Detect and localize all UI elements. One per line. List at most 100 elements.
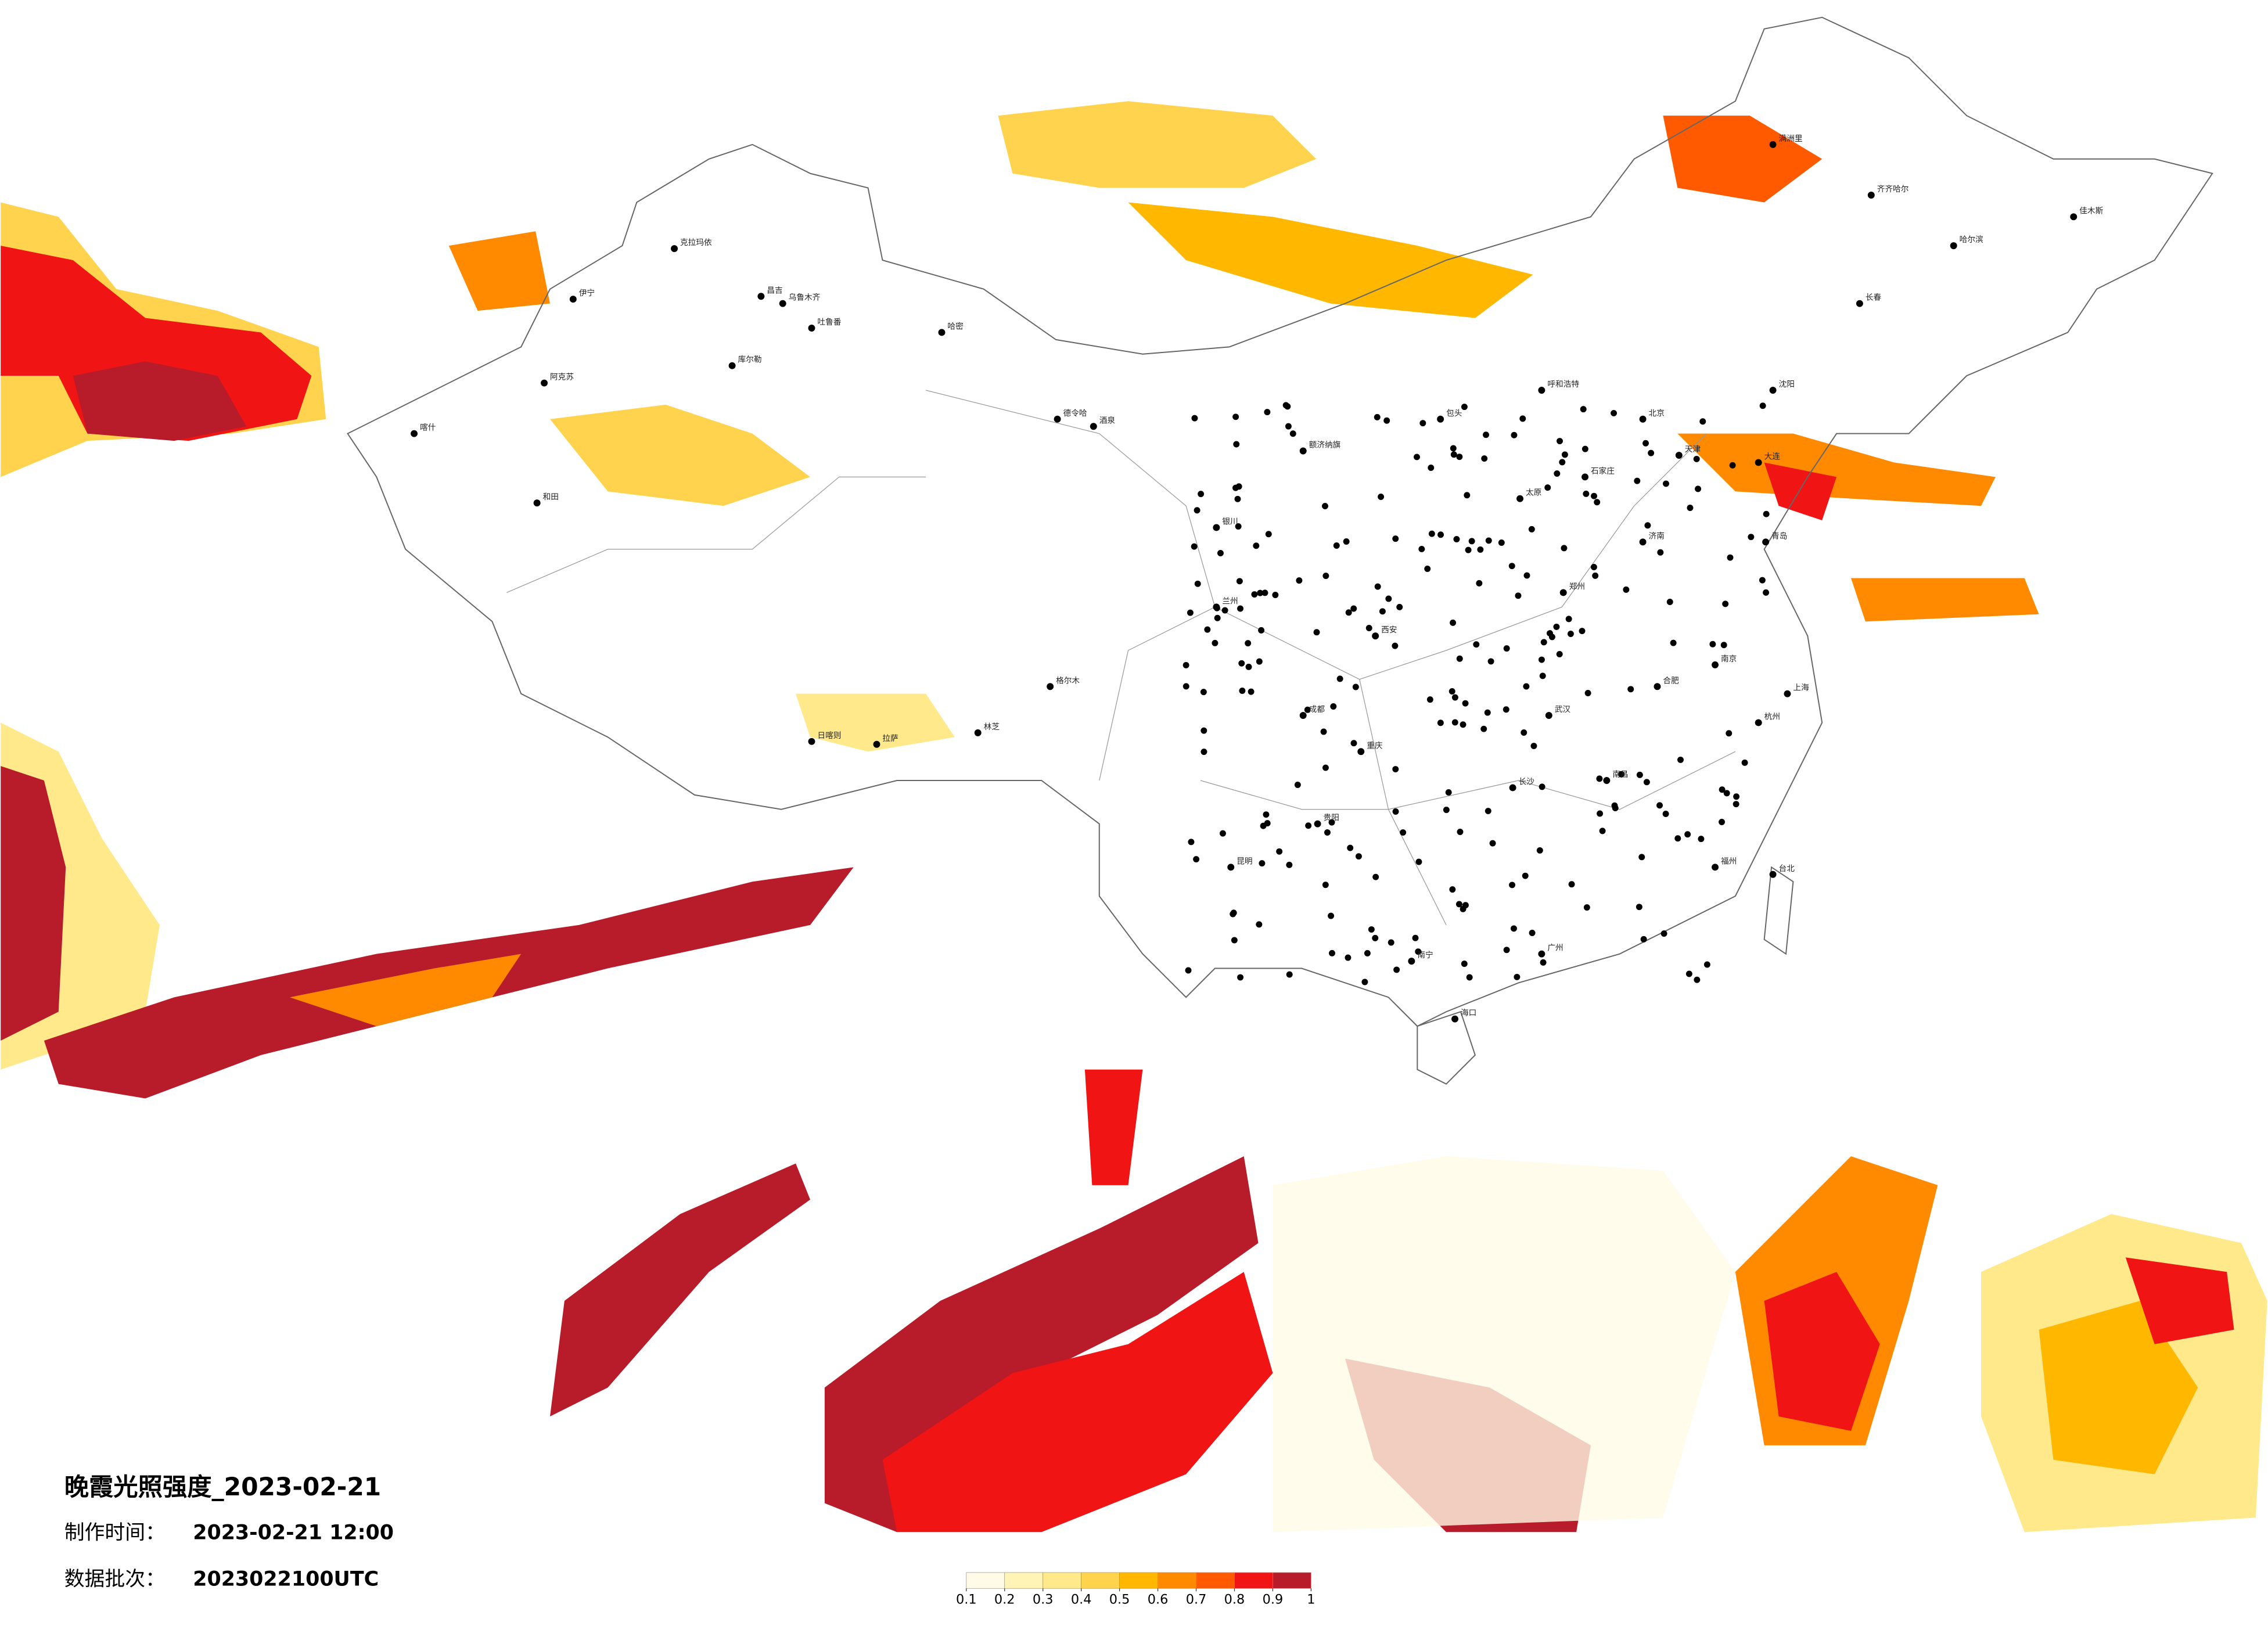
city-dot	[1238, 660, 1245, 667]
city-dot	[1437, 415, 1444, 423]
city-dot	[1285, 423, 1292, 430]
city-dot	[1485, 537, 1492, 544]
city-dot	[1636, 904, 1642, 911]
intensity-field	[1, 101, 2267, 1533]
city-dot	[1729, 462, 1736, 469]
city-dot	[1503, 645, 1510, 652]
field	[289, 954, 522, 1027]
city-dot	[1378, 494, 1385, 500]
city-dot	[1259, 860, 1266, 867]
city-dot	[1261, 589, 1268, 596]
city-dot	[1276, 848, 1283, 855]
city-dot	[1345, 609, 1352, 616]
city-dot	[1408, 958, 1415, 965]
city-dot	[1484, 709, 1491, 716]
city-dot	[1582, 445, 1588, 452]
city-label: 齐齐哈尔	[1877, 185, 1909, 194]
colorbar-tick-label: 0.9	[1263, 1592, 1284, 1607]
city-dot	[1590, 563, 1597, 570]
city-label: 吐鲁番	[817, 318, 841, 327]
city-dot	[1461, 404, 1468, 411]
city-dot	[1364, 950, 1371, 957]
city-dot	[1187, 609, 1194, 616]
city-dot	[1272, 592, 1279, 598]
city-dot	[1263, 811, 1270, 818]
city-dot	[1670, 639, 1677, 646]
city-dot	[1656, 802, 1663, 809]
city-dot	[808, 738, 815, 745]
city-dot	[1365, 624, 1372, 631]
city-dot	[1603, 777, 1611, 784]
city-dot	[1636, 771, 1643, 778]
field	[2039, 1301, 2198, 1474]
city-dot	[1412, 934, 1419, 941]
city-dot	[1388, 939, 1394, 946]
city-label: 包头	[1446, 409, 1462, 418]
city-label: 太原	[1526, 488, 1541, 498]
city-dot	[1709, 641, 1716, 647]
field	[448, 231, 550, 311]
city-label: 青岛	[1771, 531, 1787, 541]
city-dot	[1289, 430, 1296, 437]
city-dot	[1313, 629, 1320, 636]
city-dot	[1201, 749, 1207, 756]
colorbar-tick-label: 0.6	[1148, 1592, 1169, 1607]
city-dot	[1648, 449, 1655, 456]
city-dot	[1477, 546, 1484, 553]
city-dot	[1236, 578, 1243, 585]
city-dot	[1473, 641, 1480, 648]
city-dot	[1536, 847, 1543, 854]
colorbar-tick-label: 0.5	[1109, 1592, 1130, 1607]
city-dot	[1556, 650, 1563, 657]
city-dot	[1687, 505, 1694, 511]
city-dot	[1333, 542, 1340, 549]
city-dot	[1567, 631, 1574, 637]
city-dots	[411, 141, 2077, 1023]
colorbar-box	[1158, 1572, 1196, 1589]
city-dot	[1393, 966, 1400, 973]
city-dot	[1769, 387, 1777, 394]
city-dot	[1414, 454, 1420, 461]
city-dot	[1233, 441, 1240, 448]
city-dot	[1638, 854, 1645, 861]
city-dot	[1455, 901, 1462, 908]
city-dot	[1516, 495, 1524, 502]
city-label: 北京	[1649, 409, 1665, 418]
city-dot	[1674, 835, 1681, 842]
field	[1764, 462, 1837, 520]
city-dot	[1232, 413, 1239, 420]
city-dot	[1699, 418, 1706, 425]
city-dot	[1248, 688, 1255, 695]
city-dot	[1666, 599, 1673, 606]
city-dot	[808, 325, 815, 332]
field	[549, 1163, 810, 1417]
city-dot	[1343, 538, 1350, 545]
city-dot	[1503, 706, 1509, 713]
city-dot	[1328, 912, 1335, 919]
city-dot	[1357, 748, 1365, 756]
city-dot	[1784, 690, 1791, 697]
city-label: 拉萨	[882, 734, 898, 743]
city-dot	[1466, 974, 1473, 981]
city-label: 台北	[1779, 864, 1795, 873]
city-dot	[1468, 538, 1475, 545]
city-label: 济南	[1649, 531, 1665, 541]
city-dot	[1546, 630, 1553, 637]
city-dot	[1498, 539, 1505, 546]
city-dot	[1540, 639, 1547, 646]
city-dot	[1451, 694, 1458, 701]
city-dot	[1592, 572, 1599, 579]
city-dot	[1428, 530, 1435, 537]
field	[1677, 433, 1996, 506]
city-dot	[1451, 1015, 1459, 1023]
city-label: 哈尔滨	[1960, 235, 1983, 244]
city-dot	[1415, 858, 1422, 865]
city-dot	[1265, 531, 1272, 538]
city-label: 成都	[1309, 705, 1325, 714]
city-dot	[1415, 948, 1422, 955]
city-dot	[1182, 683, 1189, 690]
field	[796, 693, 955, 752]
city-label: 上海	[1793, 684, 1809, 693]
city-dot	[1583, 904, 1590, 911]
city-dot	[1503, 947, 1510, 954]
